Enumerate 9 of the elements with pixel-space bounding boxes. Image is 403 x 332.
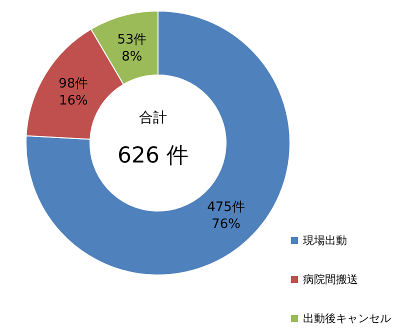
data-label: 98件 16% xyxy=(58,76,88,108)
legend-label: 現場出動 xyxy=(303,232,347,248)
legend-label: 病院間搬送 xyxy=(303,272,358,286)
text: 626 件 xyxy=(118,144,188,168)
data-label: 53件 8% xyxy=(117,32,147,64)
donut-slice xyxy=(26,10,290,276)
legend-label: 出動後キャンセル xyxy=(303,310,391,326)
data-label: 475件 76% xyxy=(207,199,245,232)
text: 合計 xyxy=(139,110,167,126)
